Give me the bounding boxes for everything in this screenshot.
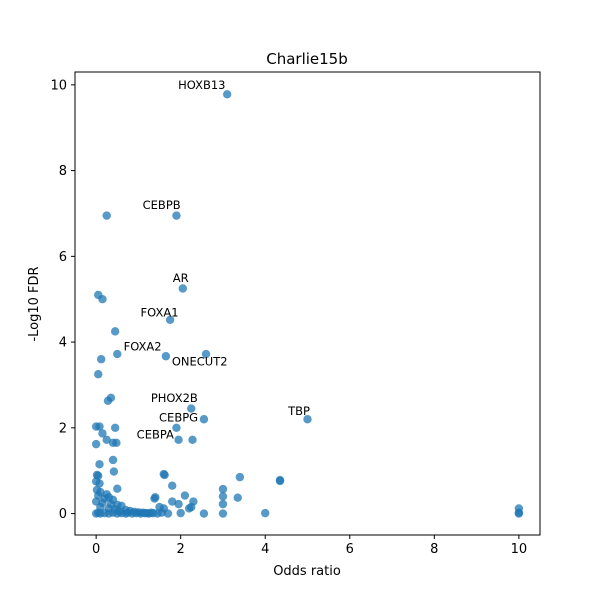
y-tick-label: 10: [50, 78, 67, 93]
data-point: [109, 467, 119, 476]
data-point: [98, 295, 107, 304]
data-point: [184, 504, 194, 513]
data-point: [261, 508, 270, 518]
data-point: [514, 509, 524, 518]
annotation-label: TBP: [287, 404, 310, 418]
data-point: [199, 509, 209, 518]
plot-area: [91, 90, 524, 518]
x-tick-label: 10: [511, 542, 528, 557]
x-tick-label: 8: [430, 542, 438, 557]
data-point: [102, 435, 111, 445]
data-point: [303, 415, 312, 424]
data-point: [218, 499, 228, 509]
data-point: [163, 509, 173, 518]
data-point: [222, 90, 232, 99]
annotation-label: HOXB13: [178, 78, 225, 92]
y-tick-label: 4: [59, 336, 67, 351]
data-point: [97, 355, 106, 364]
data-point: [233, 493, 242, 502]
y-tick-label: 8: [59, 164, 67, 179]
chart-title: Charlie15b: [266, 50, 348, 68]
data-point: [188, 435, 197, 445]
annotations: HOXB13 CEBPB AR FOXA1 FOXA2 ONECUT2 PHOX2B TBP C…: [124, 78, 310, 441]
annotation-label: AR: [173, 271, 189, 285]
x-axis-label: Odds ratio: [273, 564, 341, 579]
data-point: [112, 438, 121, 448]
data-point: [187, 404, 196, 413]
y-tick-label: 0: [59, 507, 67, 522]
data-point: [199, 415, 209, 424]
data-point: [108, 455, 118, 465]
data-point: [180, 491, 190, 500]
y-tick-label: 2: [59, 421, 67, 436]
data-point: [168, 481, 177, 490]
data-point: [172, 423, 181, 433]
annotation-label: CEBPA: [137, 428, 174, 442]
data-point: [110, 423, 120, 433]
annotation-label: CEBPB: [143, 198, 181, 212]
annotation-label: FOXA1: [141, 305, 179, 319]
data-point: [172, 211, 181, 220]
data-point: [91, 439, 101, 449]
x-tick-label: 4: [261, 542, 269, 557]
data-point: [150, 494, 159, 503]
y-axis-label: -Log10 FDR: [27, 266, 42, 341]
annotation-label: FOXA2: [124, 340, 162, 354]
data-point: [201, 349, 211, 359]
data-point: [160, 470, 169, 480]
data-point: [275, 476, 285, 486]
data-point: [102, 211, 111, 220]
data-point: [95, 422, 104, 431]
data-point: [218, 509, 228, 518]
data-point: [174, 499, 183, 509]
axes-frame: [74, 71, 541, 536]
y-axis: 0 2 4 6 8 10: [50, 78, 75, 522]
data-point: [103, 396, 113, 406]
data-point: [110, 327, 120, 336]
x-axis: 0 2 4 6 8 10: [92, 535, 527, 557]
annotation-label: ONECUT2: [172, 355, 228, 369]
data-point: [98, 429, 107, 438]
data-point: [94, 370, 103, 379]
data-point: [95, 479, 104, 488]
data-point: [235, 472, 245, 482]
data-point: [218, 484, 228, 494]
x-tick-label: 6: [346, 542, 354, 557]
annotation-label: PHOX2B: [151, 391, 198, 405]
data-point: [113, 349, 122, 359]
y-tick-label: 6: [59, 250, 67, 265]
annotation-label: CEBPG: [159, 410, 198, 424]
data-point: [218, 492, 228, 501]
x-tick-label: 2: [177, 542, 185, 557]
data-point: [168, 497, 177, 506]
data-point: [178, 284, 187, 293]
x-tick-label: 0: [92, 542, 100, 557]
data-point: [157, 508, 166, 517]
data-point: [174, 435, 183, 445]
data-point: [165, 315, 175, 324]
data-point: [95, 460, 104, 469]
data-point: [176, 508, 185, 518]
data-point: [161, 352, 171, 361]
data-point: [113, 484, 122, 493]
